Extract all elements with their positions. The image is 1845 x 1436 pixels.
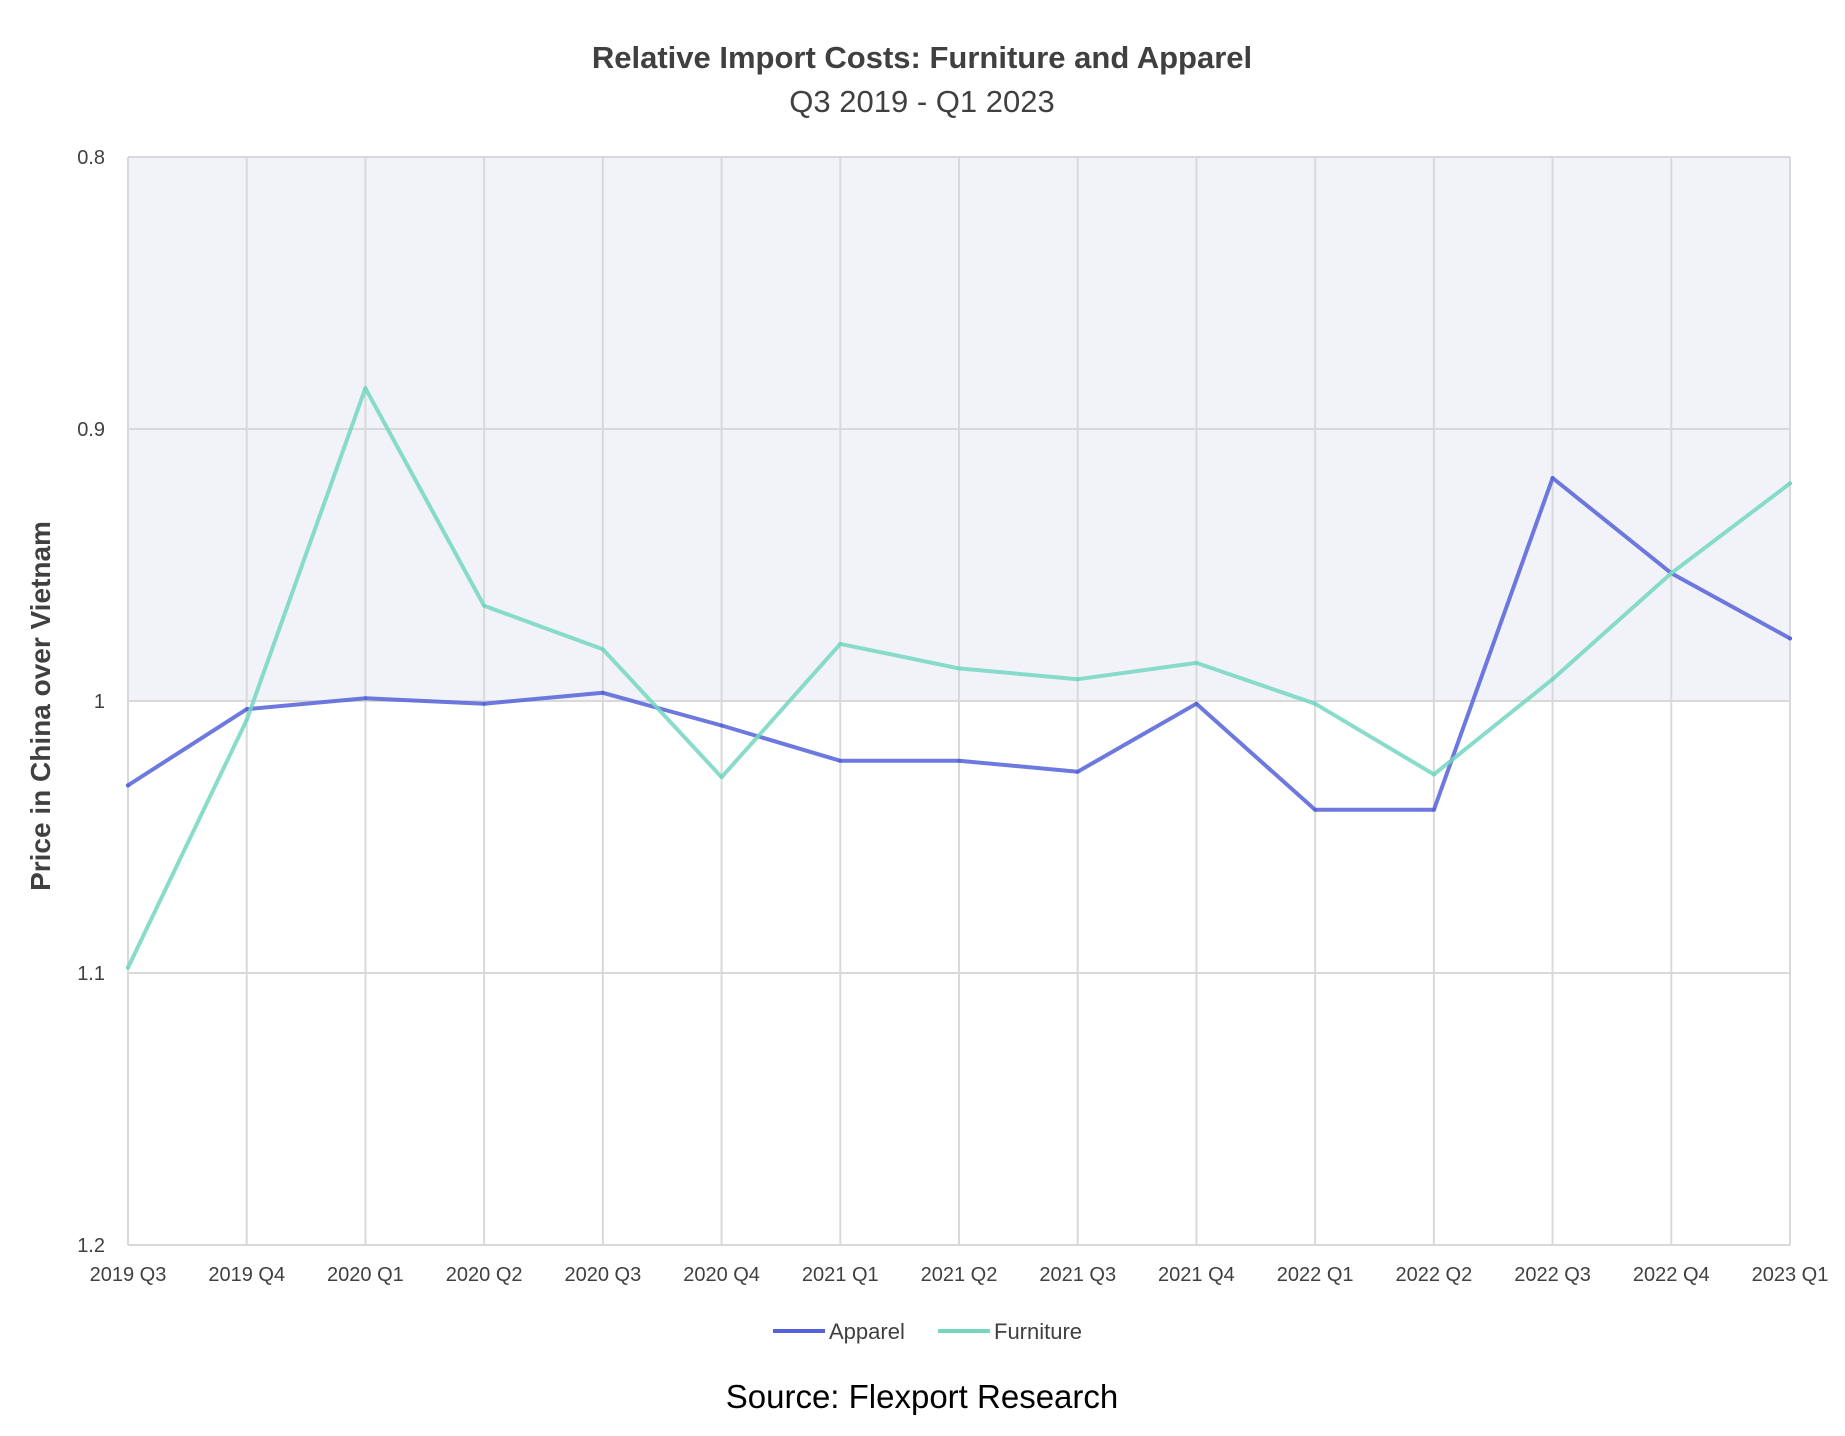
x-tick-label: 2021 Q4 <box>1158 1264 1235 1286</box>
x-tick-label: 2022 Q1 <box>1277 1264 1354 1286</box>
y-tick-label: 1.1 <box>77 963 105 985</box>
data-point-furniture <box>244 718 249 723</box>
x-tick-label: 2022 Q4 <box>1633 1264 1710 1286</box>
data-point-furniture <box>957 666 961 671</box>
data-point-furniture <box>838 641 843 646</box>
data-point-apparel <box>1788 636 1792 641</box>
x-tick-label: 2021 Q1 <box>802 1264 879 1286</box>
data-point-apparel <box>838 758 843 763</box>
x-tick-label: 2023 Q1 <box>1752 1264 1829 1286</box>
data-point-furniture <box>1313 701 1318 706</box>
data-point-apparel <box>363 696 368 701</box>
data-point-apparel <box>719 723 724 728</box>
chart-title: Relative Import Costs: Furniture and App… <box>592 40 1252 75</box>
legend: Apparel Furniture <box>773 1319 1082 1344</box>
data-point-apparel <box>126 783 130 788</box>
y-tick-label: 0.8 <box>77 147 105 169</box>
data-point-apparel <box>957 758 961 763</box>
data-point-apparel <box>1550 475 1555 480</box>
data-point-apparel <box>482 701 487 706</box>
data-point-furniture <box>1194 660 1199 665</box>
data-point-furniture <box>719 775 724 780</box>
x-tick-label: 2020 Q4 <box>683 1264 760 1286</box>
y-tick-label: 1.2 <box>77 1235 105 1257</box>
data-point-apparel <box>1075 769 1080 774</box>
data-point-furniture <box>1788 481 1792 486</box>
data-point-apparel <box>1431 807 1436 812</box>
data-point-apparel <box>1313 807 1318 812</box>
data-point-apparel <box>244 707 249 712</box>
x-tick-label: 2020 Q1 <box>327 1264 404 1286</box>
data-point-furniture <box>1075 677 1080 682</box>
legend-label-furniture: Furniture <box>994 1319 1082 1344</box>
data-point-furniture <box>1669 571 1674 576</box>
x-tick-label: 2019 Q4 <box>208 1264 285 1286</box>
y-axis-label: Price in China over Vietnam <box>25 521 56 891</box>
y-tick-label: 1 <box>94 691 105 713</box>
chart-subtitle: Q3 2019 - Q1 2023 <box>789 84 1054 119</box>
data-point-furniture <box>482 603 487 608</box>
legend-label-apparel: Apparel <box>829 1319 905 1344</box>
data-point-furniture <box>363 386 368 391</box>
y-tick-label: 0.9 <box>77 419 105 441</box>
plot-area: 0.8 0.9 1 1.1 1.2 2019 Q3 2019 Q4 2020 Q1 2020 Q… <box>77 147 1828 1286</box>
x-tick-label: 2022 Q3 <box>1514 1264 1591 1286</box>
x-tick-label: 2019 Q3 <box>90 1264 167 1286</box>
data-point-furniture <box>600 647 605 652</box>
data-point-furniture <box>126 965 130 970</box>
x-tick-label: 2021 Q3 <box>1039 1264 1116 1286</box>
x-tick-label: 2022 Q2 <box>1395 1264 1472 1286</box>
data-point-furniture <box>1550 677 1555 682</box>
data-point-apparel <box>600 690 605 695</box>
x-tick-label: 2020 Q2 <box>446 1264 523 1286</box>
x-tick-label: 2021 Q2 <box>921 1264 998 1286</box>
data-point-furniture <box>1431 772 1436 777</box>
source-note: Source: Flexport Research <box>726 1378 1119 1415</box>
x-tick-label: 2020 Q3 <box>564 1264 641 1286</box>
data-point-apparel <box>1194 701 1199 706</box>
